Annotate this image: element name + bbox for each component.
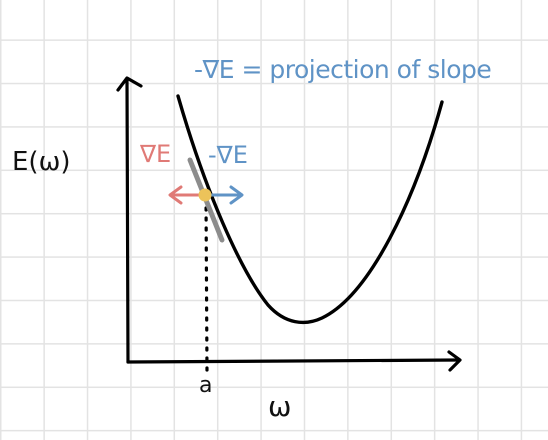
axes [116,76,462,372]
x-axis [126,358,460,364]
cost-curve [176,94,444,325]
y-axis [125,78,130,364]
y-axis-arrowhead [116,76,143,92]
neg-gradient-label: -∇E [208,141,248,169]
diagram-title: -∇E = projection of slope [194,55,491,84]
x-axis-arrowhead [447,350,462,372]
x-axis-label: ω [268,390,291,423]
dotted-projection-line [204,196,209,374]
point-a-label: a [199,373,212,398]
gradient-label: ∇E [139,140,171,168]
neg-gradient-arrow [204,185,244,205]
point-on-curve [198,188,212,202]
y-axis-label: E(ω) [12,147,71,177]
